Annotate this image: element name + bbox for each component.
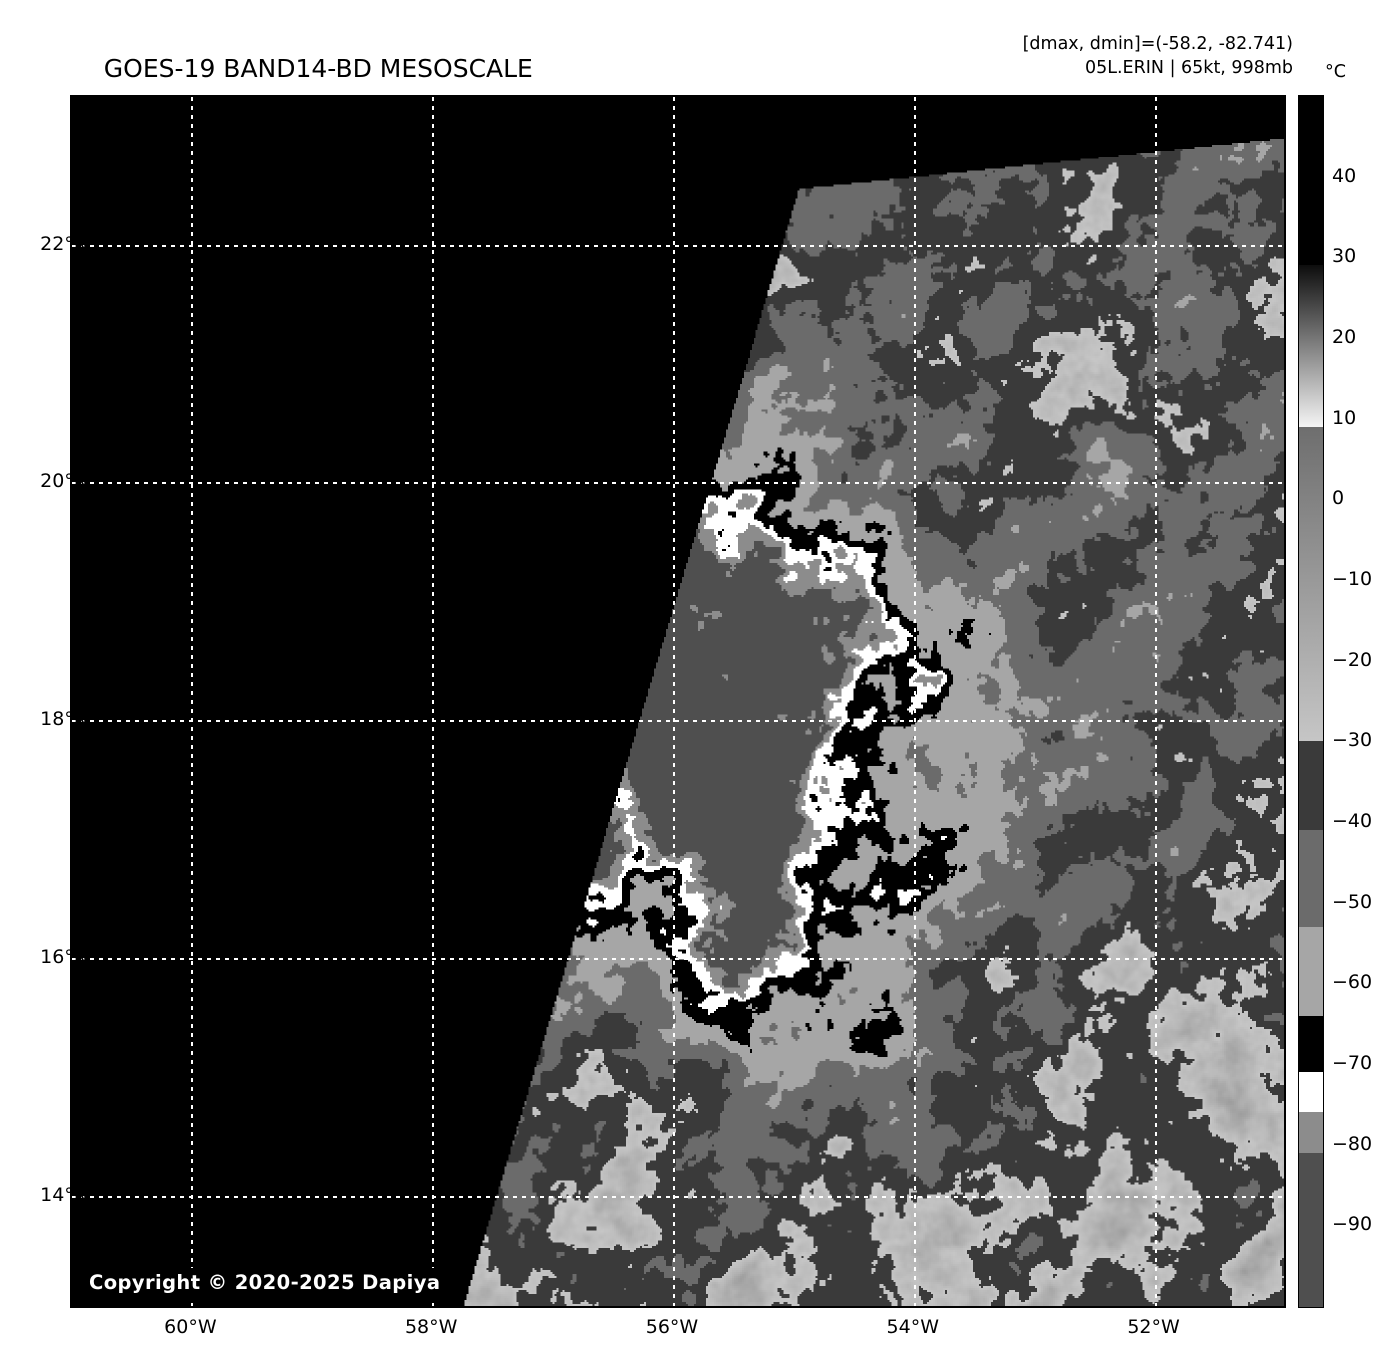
xtick-58°W: 58°W [404,1316,458,1338]
ytick-22°N: 22°N [40,232,88,255]
colorbar-tick-−30: −30 [1332,729,1373,752]
storm-info-label: 05L.ERIN | 65kt, 998mb [1084,58,1293,79]
xtick-56°W: 56°W [645,1316,699,1338]
dminmax-label: [dmax, dmin]=(-58.2, -82.741) [1022,34,1293,54]
colorbar-unit-label: °C [1325,62,1346,82]
colorbar-tick-−70: −70 [1332,1052,1373,1074]
ytick-20°N: 20°N [40,470,88,493]
xtick-54°W: 54°W [886,1316,939,1338]
xtick-52°W: 52°W [1127,1316,1180,1338]
page-title: GOES-19 BAND14-BD MESOSCALE [103,53,533,83]
xtick-60°W: 60°W [164,1316,217,1338]
colorbar-segment-8 [1299,1112,1323,1154]
colorbar-segment-0 [1299,96,1323,266]
copyright-watermark: Copyright © 2020-2025 Dapiya [80,1268,450,1298]
colorbar-segment-6 [1299,1015,1323,1073]
colorbar-gradient [1299,96,1323,1307]
colorbar-segment-9 [1299,1152,1323,1307]
colorbar-tick-0: 0 [1332,487,1345,510]
colorbar-tick-30: 30 [1332,245,1357,268]
ytick-16°N: 16°N [40,946,88,969]
colorbar-segment-4 [1299,830,1323,928]
colorbar-tick-−90: −90 [1332,1213,1373,1236]
satellite-image-plot[interactable]: Copyright © 2020-2025 Dapiya [70,95,1286,1308]
colorbar-segment-5 [1299,926,1323,1017]
colorbar-tick-−50: −50 [1332,890,1373,913]
header-info-block: [dmax, dmin]=(-58.2, -82.741) 05L.ERIN |… [1023,32,1293,80]
colorbar-segment-2 [1299,426,1323,742]
colorbar-tick-−10: −10 [1332,568,1373,590]
colorbar-segment-3 [1299,741,1323,831]
colorbar-tick-−60: −60 [1332,971,1373,994]
colorbar-tick-−80: −80 [1332,1132,1373,1155]
temperature-colorbar[interactable] [1298,95,1324,1308]
colorbar-tick-40: 40 [1332,164,1357,187]
ytick-18°N: 18°N [40,708,88,731]
colorbar-segment-7 [1299,1072,1323,1113]
colorbar-segment-1 [1299,265,1323,428]
infrared-imagery-canvas [72,97,1284,1306]
colorbar-tick-10: 10 [1332,406,1357,429]
ytick-14°N: 14°N [40,1184,88,1207]
colorbar-tick-20: 20 [1332,326,1357,348]
colorbar-tick-−20: −20 [1332,648,1373,671]
colorbar-tick-−40: −40 [1332,810,1373,832]
